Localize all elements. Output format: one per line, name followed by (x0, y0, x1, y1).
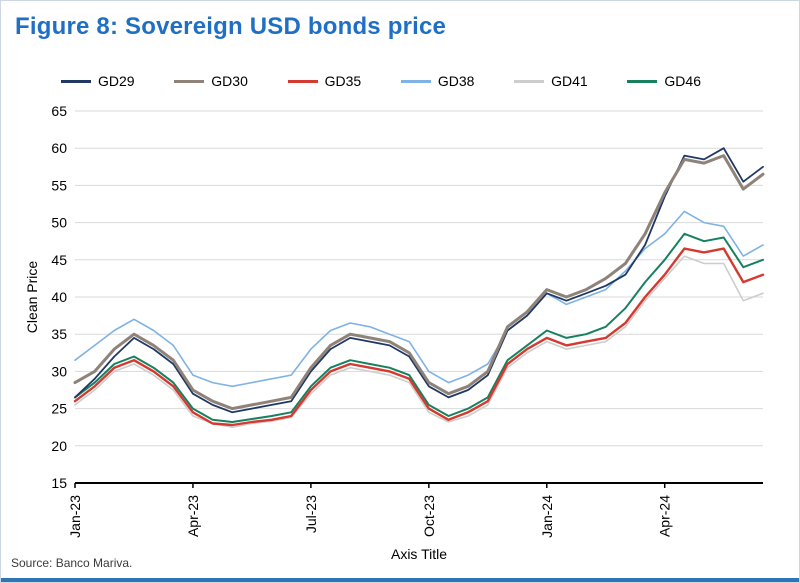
x-tick-label: Oct-23 (421, 495, 437, 537)
legend-label: GD30 (211, 73, 248, 89)
legend-label: GD41 (551, 73, 588, 89)
gridlines: 15 20 25 30 35 40 45 50 55 60 65 (51, 103, 763, 491)
x-axis-ticks: Jan-23 Apr-23 Jul-23 Oct-23 Jan-24 Apr-24 (67, 483, 673, 538)
x-tick-label: Jan-23 (67, 495, 83, 538)
legend-label: GD38 (437, 73, 475, 89)
legend-item-GD41: GD41 (514, 73, 588, 89)
source-note: Source: Banco Mariva. (11, 556, 133, 570)
series-line-GD38 (74, 210, 764, 388)
series-lines (73, 147, 765, 429)
y-tick-label: 30 (51, 363, 67, 379)
y-tick-label: 45 (51, 252, 67, 268)
x-tick-label: Apr-24 (657, 495, 673, 537)
series-line-GD46 (74, 232, 764, 423)
legend-swatch (514, 79, 545, 83)
legend-swatch (627, 79, 658, 83)
y-tick-label: 55 (51, 177, 67, 193)
legend-label: GD35 (324, 73, 362, 89)
y-tick-label: 65 (51, 103, 67, 119)
series-line-GD30 (73, 154, 765, 411)
legend-item-GD35: GD35 (287, 73, 362, 89)
y-axis-title: Clean Price (24, 261, 40, 334)
series-line-GD29 (74, 147, 764, 414)
x-tick-label: Apr-23 (185, 495, 201, 537)
legend-swatch (287, 79, 318, 83)
series-line-GD35 (73, 247, 765, 427)
legend-item-GD46: GD46 (627, 73, 701, 89)
chart-block: GD29 GD30 GD35 GD38 GD41 GD46 15 20 25 30 35 40 45 5… (1, 73, 799, 567)
legend-label: GD29 (98, 73, 135, 89)
y-tick-label: 50 (51, 215, 67, 231)
bottom-accent-bar (1, 578, 799, 582)
legend-swatch (174, 79, 205, 83)
y-tick-label: 25 (51, 401, 67, 417)
legend-item-GD38: GD38 (400, 73, 475, 89)
x-axis-title: Axis Title (391, 546, 447, 562)
legend-item-GD30: GD30 (174, 73, 248, 89)
legend-swatch (61, 79, 91, 83)
series-line-GD41 (74, 255, 764, 429)
y-tick-label: 40 (51, 289, 67, 305)
price-chart: 15 20 25 30 35 40 45 50 55 60 65 Jan-23 Apr-23 Jul-23… (24, 103, 765, 562)
y-tick-label: 35 (51, 326, 67, 342)
y-tick-label: 20 (51, 438, 67, 454)
x-tick-label: Jan-24 (539, 495, 555, 538)
y-tick-label: 60 (51, 140, 67, 156)
legend-item-GD29: GD29 (61, 73, 135, 89)
x-tick-label: Jul-23 (303, 495, 319, 533)
legend-label: GD46 (664, 73, 701, 89)
figure-title: Figure 8: Sovereign USD bonds price (15, 13, 447, 40)
y-tick-label: 15 (51, 475, 67, 491)
chart-legend: GD29 GD30 GD35 GD38 GD41 GD46 (61, 73, 701, 89)
legend-swatch (400, 79, 431, 83)
